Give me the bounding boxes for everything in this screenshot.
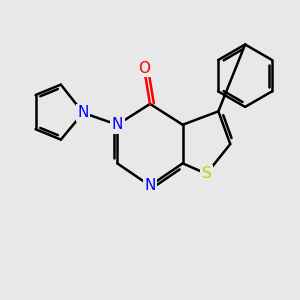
Text: N: N <box>144 178 156 193</box>
Text: N: N <box>112 117 123 132</box>
Text: S: S <box>202 166 211 181</box>
Text: N: N <box>77 105 89 120</box>
Text: O: O <box>138 61 150 76</box>
